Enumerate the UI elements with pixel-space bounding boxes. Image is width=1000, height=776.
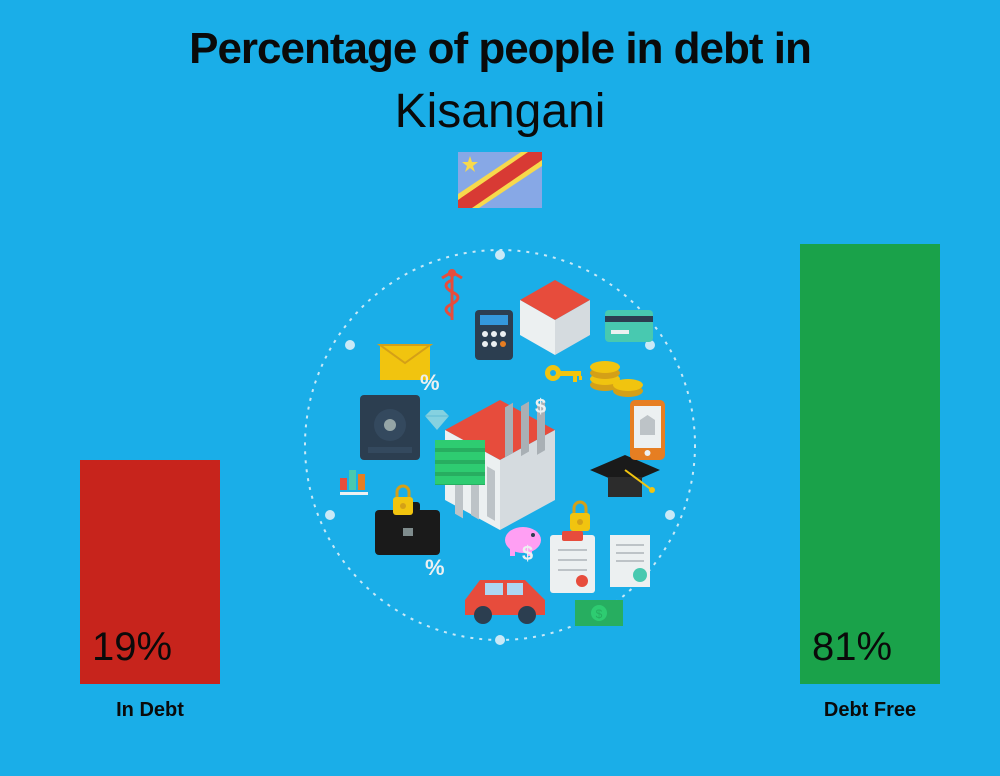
bar-in-debt: 19% In Debt (80, 460, 220, 684)
svg-text:$: $ (596, 607, 603, 621)
bar-debt-free: 81% Debt Free (800, 244, 940, 684)
bar-label-in-debt: In Debt (80, 699, 220, 722)
bar-value-in-debt: 19% (92, 625, 172, 670)
bar-rect-in-debt: 19% (80, 460, 220, 684)
title-line-1: Percentage of people in debt in (0, 24, 1000, 74)
drc-flag-icon (458, 152, 542, 208)
svg-text:%: % (420, 370, 440, 395)
svg-text:$: $ (522, 543, 533, 565)
bar-rect-debt-free: 81% (800, 244, 940, 684)
finance-illustration: % % $ $ $ (290, 235, 710, 655)
svg-text:$: $ (535, 396, 546, 418)
title-line-2: Kisangani (0, 84, 1000, 139)
bar-value-debt-free: 81% (812, 625, 892, 670)
bar-label-debt-free: Debt Free (800, 699, 940, 722)
svg-text:%: % (425, 555, 445, 580)
